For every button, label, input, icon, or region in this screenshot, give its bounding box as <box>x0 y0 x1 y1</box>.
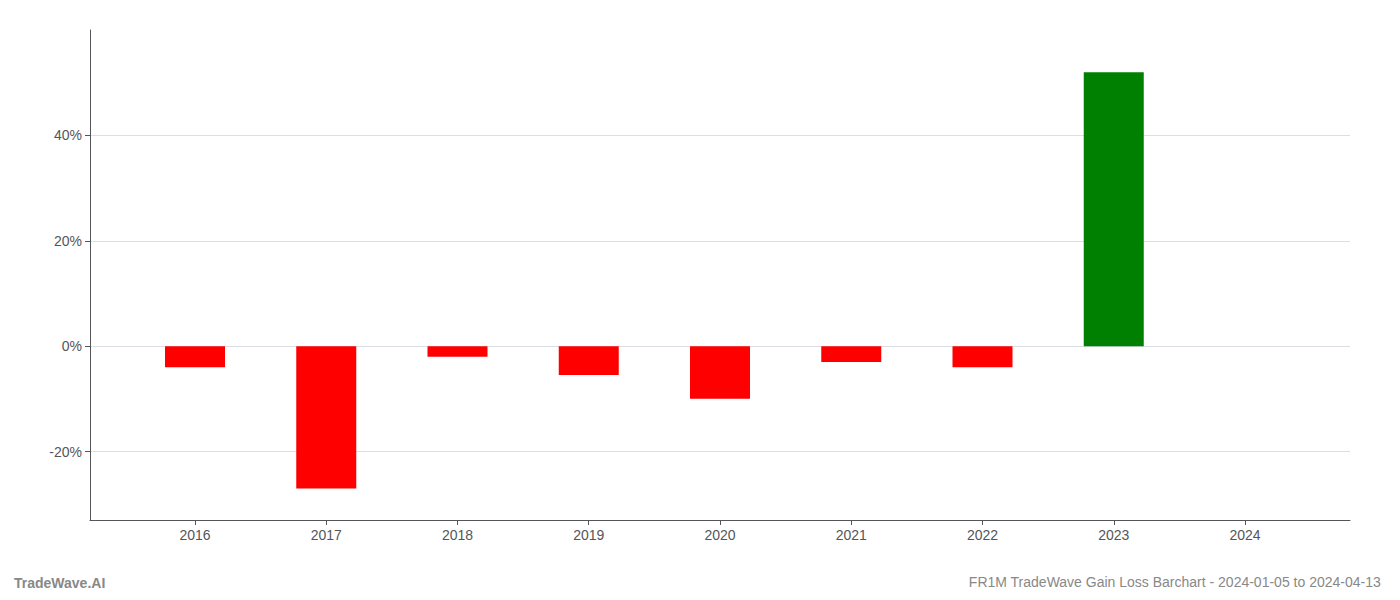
svg-text:2021: 2021 <box>836 527 867 543</box>
svg-text:2018: 2018 <box>442 527 473 543</box>
svg-text:20%: 20% <box>54 233 82 249</box>
svg-text:2022: 2022 <box>967 527 998 543</box>
svg-text:TradeWave.AI: TradeWave.AI <box>14 575 105 591</box>
svg-text:2019: 2019 <box>573 527 604 543</box>
svg-text:40%: 40% <box>54 127 82 143</box>
svg-text:2023: 2023 <box>1098 527 1129 543</box>
svg-text:-20%: -20% <box>49 444 82 460</box>
svg-text:2020: 2020 <box>704 527 735 543</box>
svg-text:2017: 2017 <box>311 527 342 543</box>
svg-text:2016: 2016 <box>179 527 210 543</box>
svg-text:0%: 0% <box>62 338 82 354</box>
svg-text:FR1M TradeWave Gain Loss Barch: FR1M TradeWave Gain Loss Barchart - 2024… <box>969 574 1381 590</box>
svg-text:2024: 2024 <box>1229 527 1260 543</box>
